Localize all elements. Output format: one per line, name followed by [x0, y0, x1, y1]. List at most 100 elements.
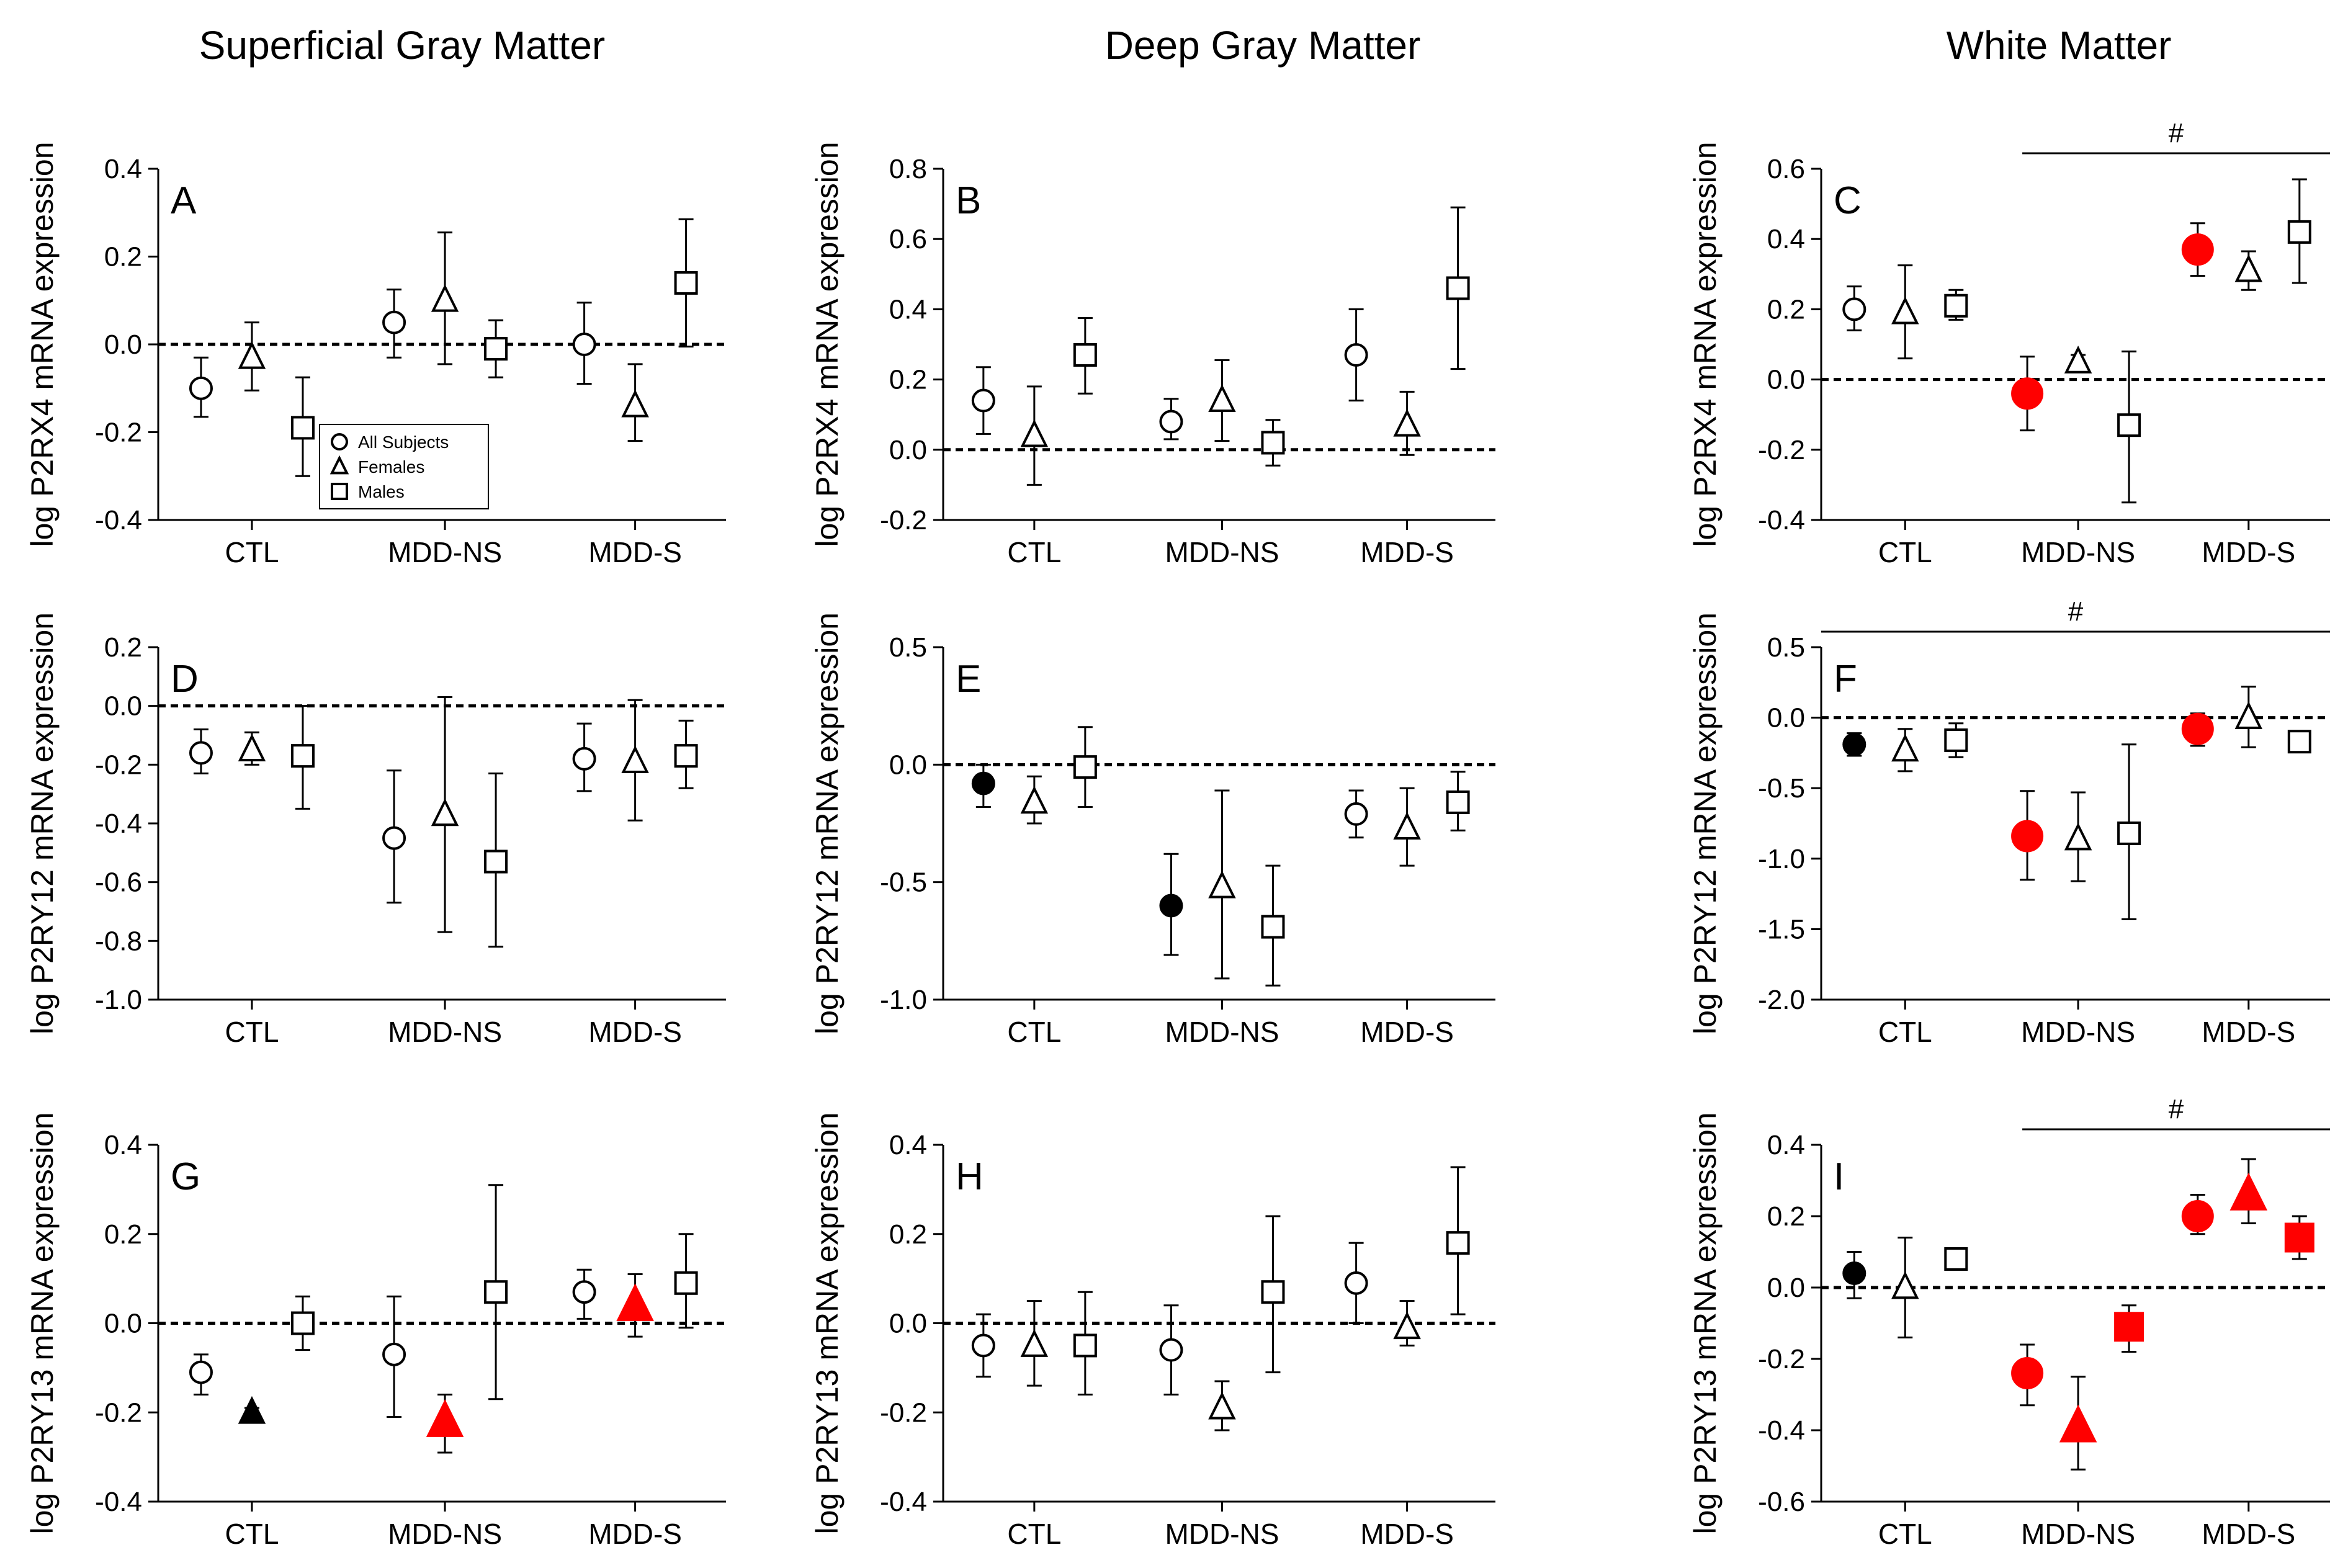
data-point-square [2117, 413, 2141, 437]
panel-letter: C [1834, 179, 1862, 222]
data-point-triangle [431, 284, 459, 312]
y-tick-label: -0.6 [1758, 1487, 1805, 1517]
y-tick-label: 0.4 [889, 294, 927, 325]
y-tick-label: 0.5 [889, 632, 927, 663]
data-point-circle [572, 746, 596, 771]
y-axis-label: log P2RY13 mRNA expression [25, 1113, 60, 1534]
panel-letter: F [1834, 658, 1857, 701]
data-point-square [484, 1280, 508, 1304]
data-point-triangle [616, 1283, 654, 1322]
data-point-triangle [621, 389, 649, 418]
category-label: MDD-NS [2021, 536, 2135, 568]
y-tick-label: 0.0 [104, 329, 142, 360]
category-label: MDD-NS [2021, 1016, 2135, 1048]
data-point-circle [2011, 377, 2044, 410]
panel-letter: I [1834, 1155, 1844, 1198]
panel-letter: H [956, 1155, 984, 1198]
data-point-triangle [1208, 870, 1236, 898]
data-point-circle [189, 1360, 213, 1384]
legend-square-icon [331, 483, 348, 500]
category-label: MDD-S [1360, 536, 1454, 568]
data-point-circle [572, 1280, 596, 1304]
y-tick-label: 0.0 [889, 435, 927, 465]
panel-f: -2.0 -1.5 -1.0 -0.5 0.0 0.5 log P2RY12 mRNA ex… [1688, 596, 2330, 1048]
data-point-circle [1842, 732, 1866, 756]
y-tick-label: 0.4 [1767, 1130, 1805, 1160]
data-point-triangle [2064, 822, 2092, 851]
data-point-square [1073, 343, 1097, 367]
y-tick-label: -1.0 [1758, 844, 1805, 874]
y-tick-label: -0.4 [95, 505, 142, 535]
y-tick-label: 0.6 [889, 224, 927, 254]
data-point-triangle [1393, 812, 1421, 840]
significance-label: # [2169, 1094, 2184, 1124]
data-point-triangle [1891, 1271, 1919, 1299]
category-label: MDD-S [588, 536, 682, 568]
legend-triangle-icon [329, 455, 349, 475]
y-axis-label: log P2RX4 mRNA expression [1688, 141, 1723, 547]
panel-letter: G [171, 1155, 200, 1198]
data-point-square [1944, 293, 1968, 318]
legend-circle-icon [331, 433, 348, 450]
data-point-circle [189, 376, 213, 400]
data-point-square [1261, 915, 1285, 939]
data-point-triangle [1891, 733, 1919, 762]
data-point-square [1446, 1231, 1470, 1255]
y-tick-label: -0.4 [880, 1487, 927, 1517]
y-tick-label: -0.2 [880, 505, 927, 535]
category-label: CTL [225, 1518, 279, 1550]
data-point-square [2287, 730, 2311, 754]
category-label: MDD-S [588, 1518, 682, 1550]
category-label: MDD-NS [1165, 536, 1279, 568]
y-tick-label: 0.8 [889, 154, 927, 184]
panel-letter: D [171, 658, 199, 701]
category-label: MDD-NS [388, 1016, 502, 1048]
data-point-circle [2011, 1357, 2044, 1389]
data-point-circle [382, 310, 406, 334]
data-point-square [674, 1271, 698, 1295]
data-point-circle [2011, 820, 2044, 853]
y-tick-label: -0.2 [880, 1397, 927, 1428]
data-point-circle [2181, 233, 2214, 266]
data-point-square [674, 271, 698, 295]
legend-label: Males [358, 482, 405, 501]
data-point-circle [971, 388, 995, 413]
data-point-square [290, 744, 315, 768]
data-point-square [1446, 276, 1470, 300]
y-tick-label: 0.0 [889, 750, 927, 780]
panel-letter: A [171, 179, 197, 222]
y-tick-label: -1.0 [95, 985, 142, 1015]
legend-label: All Subjects [358, 432, 449, 452]
data-point-triangle [1208, 1391, 1236, 1420]
y-axis-label: log P2RY13 mRNA expression [1688, 1113, 1723, 1534]
category-label: CTL [1007, 536, 1061, 568]
panel-a: -0.4 -0.2 0.0 0.2 0.4 log P2RX4 mRNA expressi… [25, 141, 726, 568]
y-tick-label: -0.4 [1758, 505, 1805, 535]
y-tick-label: -0.2 [95, 418, 142, 448]
y-axis-label: log P2RX4 mRNA expression [25, 141, 60, 547]
data-point-square [674, 744, 698, 768]
y-tick-label: 0.0 [104, 691, 142, 722]
data-point-square [2287, 220, 2311, 244]
y-axis-label: log P2RY12 mRNA expression [810, 612, 845, 1034]
legend-label: Females [358, 457, 424, 477]
y-tick-label: -0.5 [880, 867, 927, 898]
data-point-square [1073, 1333, 1097, 1358]
panel-h: -0.4 -0.2 0.0 0.2 0.4 log P2RY13 mRNA express… [810, 1113, 1495, 1550]
data-point-square [2117, 821, 2141, 845]
y-tick-label: 0.4 [104, 154, 142, 184]
y-tick-label: 0.2 [889, 1219, 927, 1250]
y-tick-label: 0.4 [889, 1130, 927, 1160]
significance-label: # [2068, 596, 2084, 627]
data-point-circle [572, 333, 596, 356]
data-point-square [2114, 1312, 2144, 1342]
y-tick-label: 0.0 [889, 1309, 927, 1339]
data-point-triangle [2234, 701, 2263, 729]
y-tick-label: -0.4 [1758, 1415, 1805, 1446]
y-tick-label: -1.0 [880, 985, 927, 1015]
data-point-circle [1344, 1271, 1368, 1295]
category-label: MDD-NS [1165, 1016, 1279, 1048]
y-axis-label: log P2RY12 mRNA expression [1688, 612, 1723, 1034]
y-tick-label: 0.0 [104, 1309, 142, 1339]
y-tick-label: -0.2 [1758, 435, 1805, 465]
